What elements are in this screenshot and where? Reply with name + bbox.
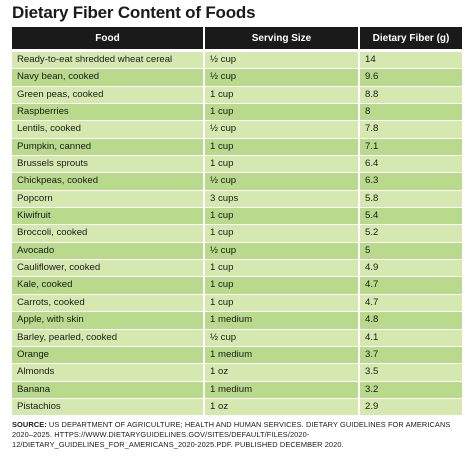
cell-food: Cauliflower, cooked — [12, 260, 205, 277]
table-row: Navy bean, cooked ½ cup 9.6 — [12, 69, 462, 87]
cell-food: Broccoli, cooked — [12, 225, 205, 242]
table-row: Popcorn 3 cups 5.8 — [12, 190, 462, 209]
cell-fiber: 7.8 — [360, 121, 462, 138]
cell-food: Brussels sprouts — [12, 156, 205, 173]
table-header: Food Serving Size Dietary Fiber (g) — [12, 27, 462, 49]
cell-food: Raspberries — [12, 104, 205, 121]
cell-food: Ready-to-eat shredded wheat cereal — [12, 52, 205, 69]
table-row: Raspberries 1 cup 8 — [12, 104, 462, 122]
table-row: Green peas, cooked 1 cup 8.8 — [12, 86, 462, 105]
cell-food: Orange — [12, 346, 205, 364]
cell-serving: 1 cup — [205, 225, 360, 242]
source-text: US DEPARTMENT OF AGRICULTURE; HEALTH AND… — [12, 420, 451, 449]
cell-serving: 1 oz — [205, 398, 360, 416]
cell-serving: 1 cup — [205, 156, 360, 173]
page-title: Dietary Fiber Content of Foods — [12, 3, 256, 22]
cell-food: Carrots, cooked — [12, 294, 205, 312]
cell-serving: ½ cup — [205, 69, 360, 86]
cell-fiber: 14 — [360, 52, 462, 69]
cell-fiber: 4.7 — [360, 294, 462, 312]
cell-serving: 1 cup — [205, 138, 360, 156]
table-row: Apple, with skin 1 medium 4.8 — [12, 312, 462, 330]
cell-fiber: 5 — [360, 242, 462, 260]
column-header-fiber: Dietary Fiber (g) — [372, 32, 450, 44]
cell-food: Pistachios — [12, 398, 205, 416]
cell-food: Kiwifruit — [12, 208, 205, 225]
table-row: Kale, cooked 1 cup 4.7 — [12, 277, 462, 295]
cell-food: Lentils, cooked — [12, 121, 205, 138]
cell-fiber: 5.2 — [360, 225, 462, 242]
table-row: Pistachios 1 oz 2.9 — [12, 398, 462, 417]
table-row: Banana 1 medium 3.2 — [12, 381, 462, 399]
cell-serving: 1 medium — [205, 381, 360, 398]
cell-serving: ½ cup — [205, 52, 360, 69]
cell-serving: ½ cup — [205, 121, 360, 138]
table-row: Carrots, cooked 1 cup 4.7 — [12, 294, 462, 313]
cell-fiber: 2.9 — [360, 398, 462, 416]
table-row: Cauliflower, cooked 1 cup 4.9 — [12, 260, 462, 278]
cell-food: Pumpkin, canned — [12, 138, 205, 156]
table-row: Lentils, cooked ½ cup 7.8 — [12, 121, 462, 139]
cell-food: Banana — [12, 381, 205, 398]
cell-fiber: 7.1 — [360, 138, 462, 156]
cell-food: Kale, cooked — [12, 277, 205, 294]
cell-fiber: 3.7 — [360, 346, 462, 364]
table-row: Avocado ½ cup 5 — [12, 242, 462, 261]
cell-food: Chickpeas, cooked — [12, 173, 205, 190]
cell-fiber: 8 — [360, 104, 462, 121]
cell-serving: ½ cup — [205, 329, 360, 346]
table-row: Barley, pearled, cooked ½ cup 4.1 — [12, 329, 462, 347]
cell-serving: 1 cup — [205, 260, 360, 277]
cell-food: Apple, with skin — [12, 312, 205, 329]
cell-food: Popcorn — [12, 190, 205, 208]
column-header-serving: Serving Size — [205, 27, 360, 49]
table-row: Brussels sprouts 1 cup 6.4 — [12, 156, 462, 174]
cell-serving: 1 medium — [205, 346, 360, 364]
source-note: SOURCE: US DEPARTMENT OF AGRICULTURE; HE… — [12, 420, 464, 450]
table-row: Chickpeas, cooked ½ cup 6.3 — [12, 173, 462, 191]
cell-serving: 1 cup — [205, 277, 360, 294]
cell-fiber: 5.4 — [360, 208, 462, 225]
cell-serving: 3 cups — [205, 190, 360, 208]
cell-serving: ½ cup — [205, 242, 360, 260]
cell-fiber: 4.9 — [360, 260, 462, 277]
cell-food: Navy bean, cooked — [12, 69, 205, 86]
cell-fiber: 4.1 — [360, 329, 462, 346]
fiber-table: Food Serving Size Dietary Fiber (g) Read… — [12, 27, 462, 417]
table-row: Almonds 1 oz 3.5 — [12, 364, 462, 382]
table-row: Broccoli, cooked 1 cup 5.2 — [12, 225, 462, 243]
cell-fiber: 3.5 — [360, 364, 462, 381]
table-row: Kiwifruit 1 cup 5.4 — [12, 208, 462, 226]
source-label: SOURCE: — [12, 420, 47, 429]
cell-serving: 1 medium — [205, 312, 360, 329]
cell-food: Green peas, cooked — [12, 86, 205, 104]
cell-fiber: 4.7 — [360, 277, 462, 294]
cell-fiber: 5.8 — [360, 190, 462, 208]
cell-food: Almonds — [12, 364, 205, 381]
table-row: Orange 1 medium 3.7 — [12, 346, 462, 365]
cell-fiber: 6.3 — [360, 173, 462, 190]
cell-serving: ½ cup — [205, 173, 360, 190]
cell-food: Avocado — [12, 242, 205, 260]
table-row: Pumpkin, canned 1 cup 7.1 — [12, 138, 462, 157]
cell-serving: 1 cup — [205, 104, 360, 121]
cell-fiber: 9.6 — [360, 69, 462, 86]
table-row: Ready-to-eat shredded wheat cereal ½ cup 1… — [12, 52, 462, 70]
cell-serving: 1 cup — [205, 208, 360, 225]
cell-fiber: 3.2 — [360, 381, 462, 398]
cell-fiber: 4.8 — [360, 312, 462, 329]
cell-serving: 1 cup — [205, 294, 360, 312]
cell-serving: 1 oz — [205, 364, 360, 381]
cell-serving: 1 cup — [205, 86, 360, 104]
column-header-food: Food — [12, 27, 205, 49]
table-body: Ready-to-eat shredded wheat cereal ½ cup 1… — [12, 52, 462, 417]
cell-fiber: 8.8 — [360, 86, 462, 104]
cell-fiber: 6.4 — [360, 156, 462, 173]
cell-food: Barley, pearled, cooked — [12, 329, 205, 346]
